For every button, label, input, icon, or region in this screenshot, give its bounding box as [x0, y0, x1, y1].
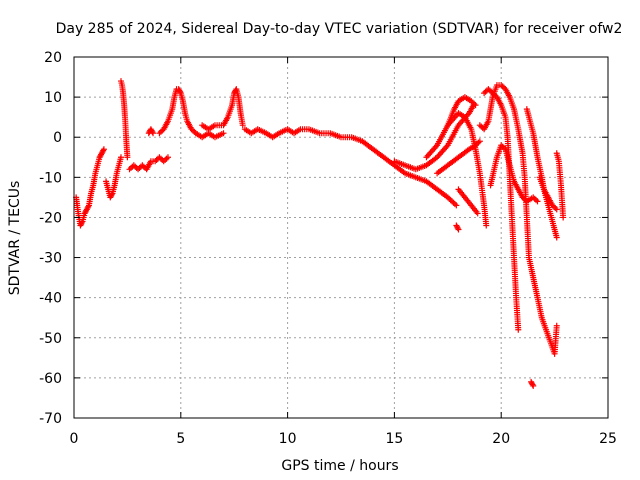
y-tick-label: 0 — [53, 130, 62, 146]
data-point — [472, 102, 479, 109]
data-point — [455, 226, 462, 233]
data-point — [177, 88, 184, 95]
x-tick-labels: 0 5 10 15 20 25 — [70, 431, 617, 447]
x-tick-label: 15 — [385, 431, 403, 447]
x-tick-label: 10 — [279, 431, 297, 447]
data-point — [108, 191, 115, 198]
data-point — [474, 210, 481, 217]
y-tick-label: -60 — [39, 371, 62, 387]
data-point — [124, 154, 131, 161]
x-tick-label: 5 — [176, 431, 185, 447]
y-tick-label: -30 — [39, 251, 62, 267]
data-point — [553, 322, 560, 329]
y-tick-label: 10 — [44, 90, 62, 106]
data-point — [100, 147, 107, 154]
data-point — [515, 326, 522, 333]
y-tick-label: -10 — [39, 170, 62, 186]
y-tick-label: -40 — [39, 291, 62, 307]
data-point — [560, 214, 567, 221]
data-point — [78, 219, 85, 226]
data-point — [534, 198, 541, 205]
plot-frame — [73, 56, 609, 419]
data-point — [453, 202, 460, 209]
data-point — [220, 130, 227, 137]
x-axis-label: GPS time / hours — [281, 458, 398, 474]
data-point — [454, 225, 461, 232]
y-tick-label: -50 — [39, 331, 62, 347]
data-point — [100, 146, 107, 153]
data-point — [164, 154, 171, 161]
data-point — [529, 381, 536, 388]
data-point — [553, 234, 560, 241]
data-point — [85, 203, 92, 210]
axis-ticks — [73, 56, 609, 419]
y-tick-label: 20 — [44, 50, 62, 66]
x-tick-label: 0 — [70, 431, 79, 447]
x-tick-label: 20 — [492, 431, 510, 447]
y-tick-labels: 20 10 0 -10 -20 -30 -40 -50 -60 -70 — [39, 50, 62, 427]
data-point — [239, 122, 246, 129]
data-point — [483, 222, 490, 229]
data-point — [553, 206, 560, 213]
y-tick-label: -70 — [39, 411, 62, 427]
chart-title: Day 285 of 2024, Sidereal Day-to-day VTE… — [56, 21, 623, 37]
data-point — [530, 382, 537, 389]
data-point — [117, 154, 124, 161]
data-point — [149, 128, 156, 135]
data-point — [150, 130, 157, 137]
x-tick-label: 25 — [599, 431, 617, 447]
data-point — [476, 138, 483, 145]
y-tick-label: -20 — [39, 210, 62, 226]
data-markers — [73, 78, 567, 389]
y-axis-label: SDTVAR / TECUs — [7, 181, 23, 296]
